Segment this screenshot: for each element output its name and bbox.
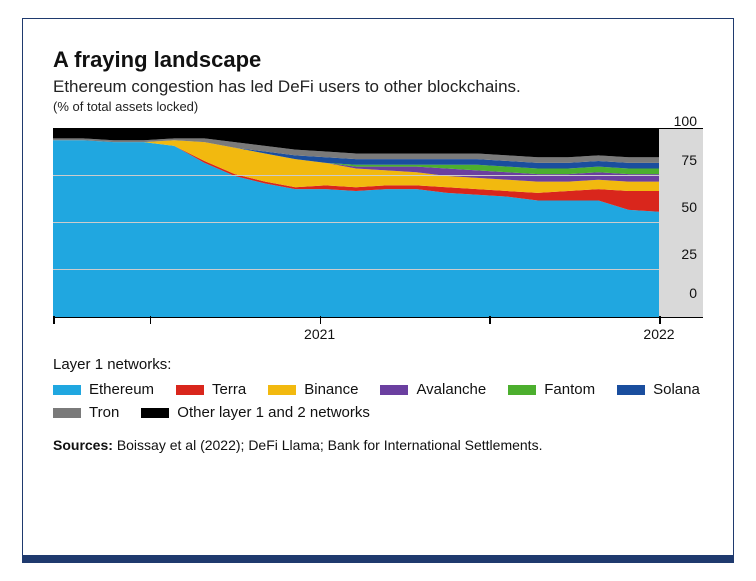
legend-item: Ethereum bbox=[53, 381, 154, 398]
legend-swatch bbox=[53, 408, 81, 418]
stacked-area-svg bbox=[53, 129, 659, 317]
sources-label: Sources: bbox=[53, 437, 113, 453]
y-tick-label: 100 bbox=[674, 113, 697, 129]
x-tick-label: 2021 bbox=[304, 326, 335, 342]
legend-label: Tron bbox=[89, 404, 119, 421]
y-tick-label: 0 bbox=[689, 285, 697, 301]
legend-item: Fantom bbox=[508, 381, 595, 398]
legend-label: Ethereum bbox=[89, 381, 154, 398]
grid-line bbox=[53, 269, 659, 270]
x-tick-mark bbox=[150, 316, 152, 324]
x-axis: 2021 2022 bbox=[53, 322, 703, 344]
legend-label: Binance bbox=[304, 381, 358, 398]
x-tick-label: 2022 bbox=[643, 326, 674, 342]
legend-label: Solana bbox=[653, 381, 700, 398]
legend: Ethereum Terra Binance Avalanche Fantom Solan… bbox=[53, 381, 703, 421]
legend-label: Avalanche bbox=[416, 381, 486, 398]
legend-label: Other layer 1 and 2 networks bbox=[177, 404, 370, 421]
legend-item: Binance bbox=[268, 381, 358, 398]
x-tick-mark bbox=[489, 316, 491, 324]
legend-swatch bbox=[53, 385, 81, 395]
legend-label: Fantom bbox=[544, 381, 595, 398]
chart-unit: (% of total assets locked) bbox=[53, 99, 703, 114]
legend-swatch bbox=[268, 385, 296, 395]
chart-title: A fraying landscape bbox=[53, 47, 703, 73]
legend-swatch bbox=[176, 385, 204, 395]
legend-swatch bbox=[617, 385, 645, 395]
legend-item: Terra bbox=[176, 381, 246, 398]
legend-swatch bbox=[508, 385, 536, 395]
grid-line bbox=[53, 175, 659, 176]
legend-swatch bbox=[380, 385, 408, 395]
x-tick-mark bbox=[53, 316, 55, 324]
y-tick-label: 75 bbox=[681, 152, 697, 168]
legend-item: Tron bbox=[53, 404, 119, 421]
legend-title: Layer 1 networks: bbox=[53, 356, 703, 373]
legend-item: Other layer 1 and 2 networks bbox=[141, 404, 370, 421]
chart-plot-area bbox=[53, 128, 659, 318]
sources-line: Sources: Boissay et al (2022); DeFi Llam… bbox=[53, 437, 703, 453]
legend-item: Avalanche bbox=[380, 381, 486, 398]
legend-item: Solana bbox=[617, 381, 700, 398]
legend-label: Terra bbox=[212, 381, 246, 398]
x-tick-mark bbox=[320, 316, 322, 324]
chart-subtitle: Ethereum congestion has led DeFi users t… bbox=[53, 77, 703, 97]
sources-text: Boissay et al (2022); DeFi Llama; Bank f… bbox=[117, 437, 543, 453]
chart-card: A fraying landscape Ethereum congestion … bbox=[22, 18, 734, 563]
chart-wrap: 0255075100 bbox=[53, 128, 703, 318]
y-tick-label: 50 bbox=[681, 199, 697, 215]
y-axis: 0255075100 bbox=[659, 128, 703, 318]
legend-swatch bbox=[141, 408, 169, 418]
y-tick-label: 25 bbox=[681, 246, 697, 262]
x-tick-mark bbox=[659, 316, 661, 324]
grid-line bbox=[53, 222, 659, 223]
